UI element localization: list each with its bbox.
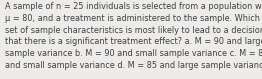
Text: A sample of n = 25 individuals is selected from a population with
μ = 80, and a : A sample of n = 25 individuals is select… (5, 2, 262, 70)
